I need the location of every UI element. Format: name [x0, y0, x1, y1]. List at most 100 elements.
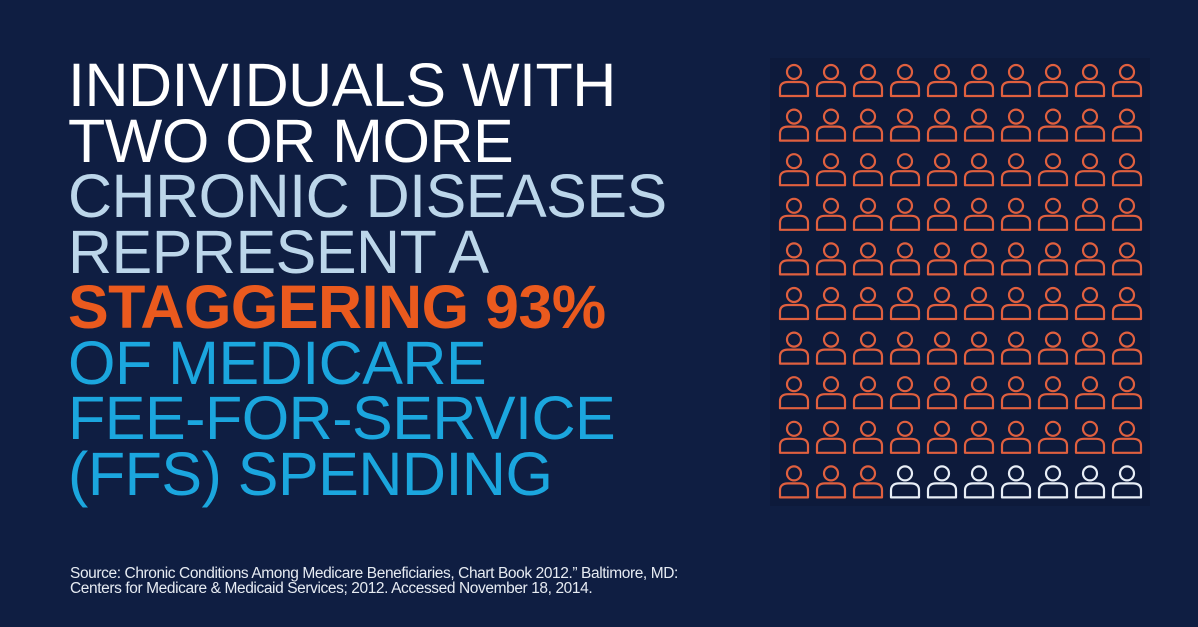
pictogram-panel: [770, 58, 1150, 506]
person-icon-highlighted: [815, 197, 847, 231]
person-icon-highlighted: [852, 197, 884, 231]
person-icon-highlighted: [1000, 376, 1032, 410]
person-icon-highlighted: [926, 420, 958, 454]
person-icon-highlighted: [1111, 153, 1143, 187]
person-icon-highlighted: [963, 242, 995, 276]
person-icon-highlighted: [1111, 63, 1143, 98]
headline-line: TWO OR MORE: [68, 106, 514, 175]
person-icon-highlighted: [889, 63, 921, 98]
person-icon-highlighted: [963, 153, 995, 187]
person-icon-highlighted: [778, 197, 810, 231]
person-icon-highlighted: [815, 465, 847, 499]
person-icon-highlighted: [815, 286, 847, 321]
person-icon: [1000, 465, 1032, 499]
headline-line: FEE-FOR-SERVICE: [68, 384, 616, 452]
person-icon-highlighted: [852, 242, 884, 276]
person-icon-highlighted: [1037, 286, 1069, 321]
person-icon-highlighted: [963, 331, 995, 365]
headline: INDIVIDUALS WITH TWO OR MORE CHRONIC DIS…: [68, 55, 667, 508]
person-icon-highlighted: [889, 420, 921, 454]
person-icon-highlighted: [815, 63, 847, 98]
person-icon-highlighted: [889, 331, 921, 365]
source-citation: Source: Chronic Conditions Among Medicar…: [70, 565, 678, 597]
person-icon-highlighted: [1000, 108, 1032, 142]
person-icon-highlighted: [963, 420, 995, 454]
person-icon-highlighted: [926, 108, 958, 142]
person-icon-highlighted: [926, 331, 958, 365]
person-icon-highlighted: [1074, 331, 1106, 365]
person-icon: [926, 465, 958, 499]
person-icon-highlighted: [1111, 197, 1143, 231]
headline-line: (FFS) SPENDING: [68, 439, 553, 508]
person-icon-highlighted: [889, 242, 921, 276]
person-icon-highlighted: [815, 331, 847, 365]
person-icon: [889, 465, 921, 499]
person-icon-highlighted: [889, 286, 921, 321]
person-icon-highlighted: [1000, 153, 1032, 187]
person-icon-highlighted: [1000, 331, 1032, 365]
person-icon-highlighted: [778, 63, 810, 98]
person-icon-highlighted: [1074, 108, 1106, 142]
person-icon-highlighted: [1037, 63, 1069, 98]
person-icon-highlighted: [1000, 63, 1032, 98]
person-icon-highlighted: [1037, 108, 1069, 142]
source-line: Source: Chronic Conditions Among Medicar…: [70, 565, 678, 582]
person-icon-highlighted: [1074, 242, 1106, 276]
person-icon-highlighted: [852, 465, 884, 499]
person-icon-highlighted: [926, 286, 958, 321]
pictogram-grid: [778, 63, 1143, 499]
person-icon-highlighted: [1111, 420, 1143, 454]
person-icon-highlighted: [778, 242, 810, 276]
person-icon-highlighted: [815, 420, 847, 454]
person-icon-highlighted: [852, 331, 884, 365]
person-icon-highlighted: [778, 331, 810, 365]
person-icon-highlighted: [778, 376, 810, 410]
person-icon-highlighted: [778, 420, 810, 454]
person-icon-highlighted: [852, 108, 884, 142]
person-icon-highlighted: [1074, 63, 1106, 98]
person-icon-highlighted: [1000, 197, 1032, 231]
person-icon-highlighted: [889, 376, 921, 410]
headline-highlight: STAGGERING 93%: [68, 273, 606, 341]
person-icon-highlighted: [1000, 242, 1032, 276]
source-line: Centers for Medicare & Medicaid Services…: [70, 580, 593, 597]
person-icon-highlighted: [889, 197, 921, 231]
person-icon-highlighted: [1074, 376, 1106, 410]
person-icon-highlighted: [889, 108, 921, 142]
headline-line: OF MEDICARE: [68, 328, 487, 397]
person-icon-highlighted: [926, 376, 958, 410]
person-icon-highlighted: [1111, 376, 1143, 410]
person-icon-highlighted: [852, 153, 884, 187]
person-icon-highlighted: [852, 376, 884, 410]
person-icon-highlighted: [1074, 153, 1106, 187]
person-icon: [1074, 465, 1106, 499]
person-icon: [963, 465, 995, 499]
person-icon-highlighted: [778, 465, 810, 499]
person-icon-highlighted: [1037, 197, 1069, 231]
person-icon: [1111, 465, 1143, 499]
headline-line: CHRONIC DISEASES: [68, 162, 667, 230]
person-icon-highlighted: [1000, 286, 1032, 321]
person-icon-highlighted: [1037, 153, 1069, 187]
person-icon-highlighted: [1037, 331, 1069, 365]
person-icon-highlighted: [778, 108, 810, 142]
person-icon-highlighted: [1000, 420, 1032, 454]
person-icon-highlighted: [926, 63, 958, 98]
person-icon-highlighted: [1074, 286, 1106, 321]
person-icon-highlighted: [1111, 286, 1143, 321]
person-icon-highlighted: [963, 197, 995, 231]
person-icon-highlighted: [1037, 420, 1069, 454]
headline-line: REPRESENT A: [68, 217, 489, 286]
person-icon-highlighted: [815, 108, 847, 142]
person-icon-highlighted: [926, 197, 958, 231]
person-icon-highlighted: [926, 242, 958, 276]
person-icon-highlighted: [778, 286, 810, 321]
person-icon-highlighted: [963, 376, 995, 410]
person-icon-highlighted: [926, 153, 958, 187]
person-icon-highlighted: [963, 286, 995, 321]
person-icon-highlighted: [1074, 197, 1106, 231]
person-icon-highlighted: [852, 286, 884, 321]
person-icon-highlighted: [963, 63, 995, 98]
person-icon-highlighted: [889, 153, 921, 187]
person-icon-highlighted: [815, 376, 847, 410]
